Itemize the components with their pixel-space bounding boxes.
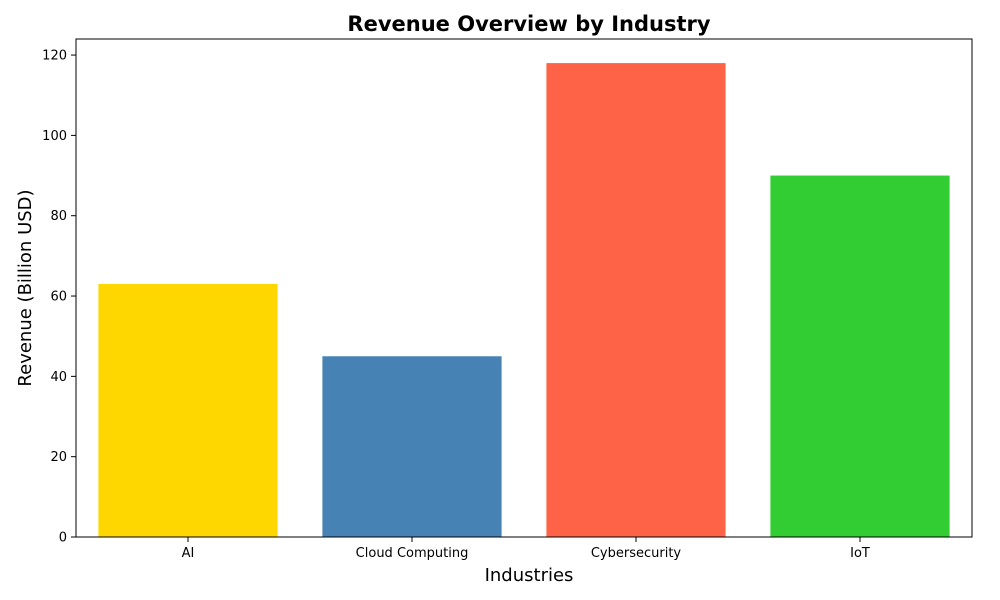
x-tick-label: AI <box>182 546 195 561</box>
chart-title: Revenue Overview by Industry <box>347 12 710 36</box>
bar-cloud-computing <box>322 356 501 537</box>
y-tick-label: 100 <box>42 129 67 144</box>
y-tick-label: 20 <box>50 450 67 465</box>
y-tick-label: 120 <box>42 49 67 64</box>
x-tick-label: Cybersecurity <box>591 546 682 561</box>
bar-iot <box>770 176 949 537</box>
x-tick-label: IoT <box>850 546 870 561</box>
x-axis-label: Industries <box>485 565 574 586</box>
x-tick-label: Cloud Computing <box>356 546 469 561</box>
bar-ai <box>98 284 277 537</box>
y-axis-label: Revenue (Billion USD) <box>15 189 36 386</box>
y-tick-label: 80 <box>50 209 67 224</box>
y-tick-label: 0 <box>59 531 67 546</box>
y-tick-label: 60 <box>50 290 67 305</box>
y-tick-label: 40 <box>50 370 67 385</box>
bar-cybersecurity <box>546 63 725 537</box>
